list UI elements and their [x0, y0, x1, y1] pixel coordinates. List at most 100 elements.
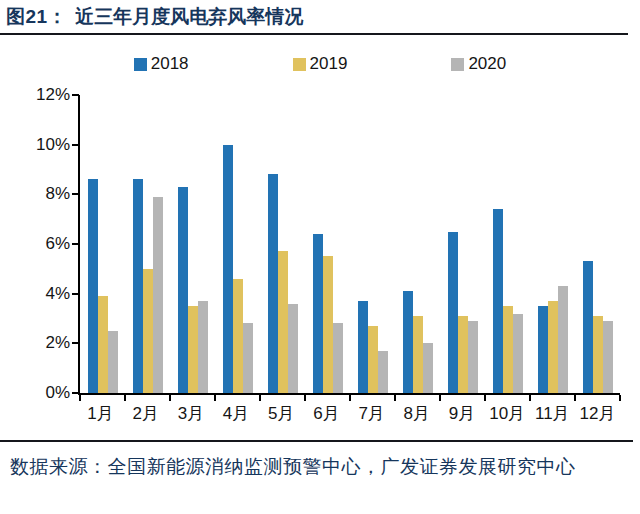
- bar-2020-5月: [288, 304, 298, 393]
- bar-groups: [80, 95, 620, 393]
- x-axis-label-1月: 1月: [78, 402, 123, 425]
- x-axis-label-11月: 11月: [530, 402, 575, 425]
- bar-2019-1月: [98, 296, 108, 393]
- bar-2020-8月: [423, 343, 433, 393]
- x-axis-label-12月: 12月: [575, 402, 620, 425]
- bar-2019-7月: [368, 326, 378, 393]
- legend-swatch-2020: [451, 58, 464, 71]
- footer-divider-line: [0, 440, 633, 442]
- bar-group-6月: [305, 95, 350, 393]
- y-axis-tick-6%: [72, 243, 79, 245]
- x-axis-tick-11: [574, 395, 576, 401]
- x-axis-tick-12: [619, 395, 621, 401]
- y-axis-label-10%: 10%: [26, 135, 70, 155]
- y-axis-label-4%: 4%: [26, 284, 70, 304]
- x-axis-tick-10: [529, 395, 531, 401]
- x-axis-tick-9: [484, 395, 486, 401]
- x-axis-tick-4: [259, 395, 261, 401]
- bar-2018-1月: [88, 179, 98, 393]
- bar-group-1月: [80, 95, 125, 393]
- bar-2019-9月: [458, 316, 468, 393]
- bar-2019-4月: [233, 279, 243, 393]
- x-axis-tick-8: [439, 395, 441, 401]
- bar-2018-8月: [403, 291, 413, 393]
- x-axis-label-8月: 8月: [394, 402, 439, 425]
- bar-group-8月: [395, 95, 440, 393]
- bar-2020-2月: [153, 197, 163, 393]
- x-axis-tick-1: [124, 395, 126, 401]
- x-axis-tick-3: [214, 395, 216, 401]
- x-axis-tick-0: [79, 395, 81, 401]
- x-axis-tick-7: [394, 395, 396, 401]
- bar-2020-10月: [513, 314, 523, 393]
- bar-2018-12月: [583, 261, 593, 393]
- bar-2020-4月: [243, 323, 253, 393]
- bar-2019-3月: [188, 306, 198, 393]
- bar-2020-3月: [198, 301, 208, 393]
- legend-swatch-2019: [293, 58, 306, 71]
- data-source-note: 数据来源：全国新能源消纳监测预警中心，广发证券发展研究中心: [10, 447, 632, 486]
- bar-2018-10月: [493, 209, 503, 393]
- x-axis-label-10月: 10月: [485, 402, 530, 425]
- bar-2020-1月: [108, 331, 118, 393]
- x-axis-label-9月: 9月: [439, 402, 484, 425]
- x-axis-label-2月: 2月: [123, 402, 168, 425]
- y-axis-label-12%: 12%: [26, 85, 70, 105]
- y-axis-tick-2%: [72, 342, 79, 344]
- legend-item-2019: 2019: [293, 54, 348, 74]
- bar-2019-8月: [413, 316, 423, 393]
- bar-2019-12月: [593, 316, 603, 393]
- bar-2018-3月: [178, 187, 188, 393]
- x-axis-label-3月: 3月: [168, 402, 213, 425]
- y-axis-tick-0%: [72, 392, 79, 394]
- figure-title: 图21： 近三年月度风电弃风率情况: [6, 4, 303, 30]
- x-axis-label-6月: 6月: [304, 402, 349, 425]
- title-divider-line: [0, 33, 628, 35]
- y-axis-label-0%: 0%: [26, 383, 70, 403]
- legend-label-2020: 2020: [468, 54, 506, 74]
- legend-swatch-2018: [134, 58, 147, 71]
- bar-group-2月: [125, 95, 170, 393]
- legend-label-2019: 2019: [310, 54, 348, 74]
- bar-group-9月: [440, 95, 485, 393]
- y-axis-tick-4%: [72, 293, 79, 295]
- y-axis-tick-12%: [72, 94, 79, 96]
- bar-2020-12月: [603, 321, 613, 393]
- bar-group-11月: [530, 95, 575, 393]
- x-axis-labels: 1月2月3月4月5月6月7月8月9月10月11月12月: [78, 402, 620, 425]
- bar-group-5月: [260, 95, 305, 393]
- bar-2019-5月: [278, 251, 288, 393]
- bar-2018-5月: [268, 174, 278, 393]
- bar-chart-plot-area: 0%2%4%6%8%10%12%: [78, 95, 620, 395]
- bar-group-4月: [215, 95, 260, 393]
- bar-2020-9月: [468, 321, 478, 393]
- bar-2018-4月: [223, 145, 233, 393]
- y-axis-label-2%: 2%: [26, 333, 70, 353]
- x-axis-label-5月: 5月: [259, 402, 304, 425]
- bar-2018-6月: [313, 234, 323, 393]
- legend-label-2018: 2018: [151, 54, 189, 74]
- bar-group-12月: [575, 95, 620, 393]
- bar-2020-11月: [558, 286, 568, 393]
- x-axis-label-7月: 7月: [349, 402, 394, 425]
- y-axis-tick-8%: [72, 193, 79, 195]
- legend-item-2018: 2018: [134, 54, 189, 74]
- bar-2018-11月: [538, 306, 548, 393]
- y-axis-label-8%: 8%: [26, 184, 70, 204]
- chart-legend: 2018 2019 2020: [0, 54, 640, 74]
- bar-2019-11月: [548, 301, 558, 393]
- bar-2019-10月: [503, 306, 513, 393]
- x-axis-tick-6: [349, 395, 351, 401]
- figure-number-label: 图21：: [6, 6, 67, 27]
- bar-2018-7月: [358, 301, 368, 393]
- figure-title-text: 近三年月度风电弃风率情况: [75, 6, 303, 27]
- bar-2018-2月: [133, 179, 143, 393]
- bar-group-3月: [170, 95, 215, 393]
- legend-item-2020: 2020: [451, 54, 506, 74]
- y-axis-label-6%: 6%: [26, 234, 70, 254]
- bar-2018-9月: [448, 232, 458, 393]
- x-axis-tick-2: [169, 395, 171, 401]
- x-axis-tick-5: [304, 395, 306, 401]
- bar-2019-2月: [143, 269, 153, 393]
- y-axis-tick-10%: [72, 144, 79, 146]
